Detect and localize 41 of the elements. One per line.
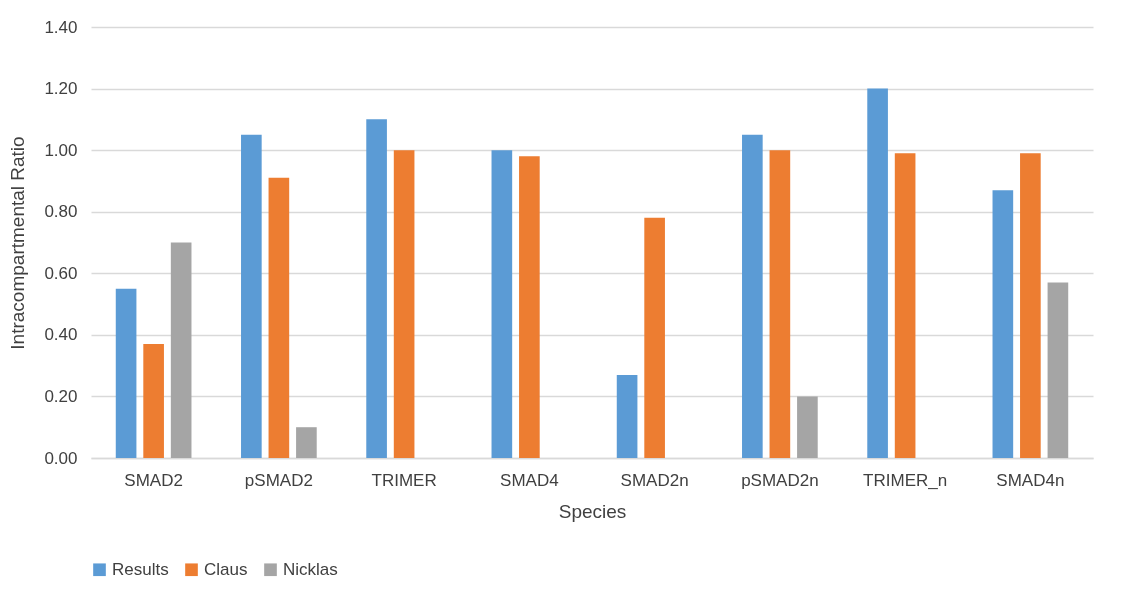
x-tick-label: SMAD4 <box>500 470 559 490</box>
y-tick-label: 1.40 <box>44 17 78 37</box>
x-tick-label: pSMAD2n <box>741 470 819 490</box>
bar <box>616 374 638 458</box>
bar <box>742 134 763 458</box>
bar <box>241 134 262 458</box>
y-tick-label: 0.60 <box>44 263 78 283</box>
bar <box>769 150 791 458</box>
bar <box>393 150 415 458</box>
x-tick-label: TRIMER_n <box>863 470 948 490</box>
x-tick-label: TRIMER <box>371 470 437 490</box>
bar <box>894 153 916 458</box>
y-tick-label: 0.00 <box>44 448 78 468</box>
bar <box>296 427 317 458</box>
bar <box>366 119 387 458</box>
bar <box>1047 282 1069 458</box>
bar <box>644 217 665 458</box>
x-tick-label: SMAD4n <box>996 470 1065 490</box>
y-axis-title: Intracompartmental Ratio <box>7 136 29 350</box>
x-tick-label: SMAD2 <box>124 470 183 490</box>
bar <box>491 150 513 458</box>
y-tick-label: 0.40 <box>44 325 78 345</box>
bar <box>268 177 290 458</box>
x-axis-title: Species <box>558 500 627 522</box>
y-tick-label: 0.20 <box>44 386 78 406</box>
bar <box>115 288 137 458</box>
legend-label: Nicklas <box>283 559 338 579</box>
y-tick-label: 1.20 <box>44 79 78 99</box>
x-tick-label: pSMAD2 <box>244 470 313 490</box>
x-tick-label: SMAD2n <box>620 470 689 490</box>
bar <box>992 190 1014 458</box>
bar <box>143 344 164 458</box>
legend-label: Results <box>112 559 169 579</box>
bar <box>519 156 540 458</box>
legend-label: Claus <box>204 559 248 579</box>
bar <box>867 88 888 458</box>
y-tick-label: 1.00 <box>44 140 78 160</box>
bar <box>1020 153 1041 458</box>
bar <box>170 242 192 458</box>
y-tick-label: 0.80 <box>44 202 78 222</box>
bar <box>797 396 818 458</box>
